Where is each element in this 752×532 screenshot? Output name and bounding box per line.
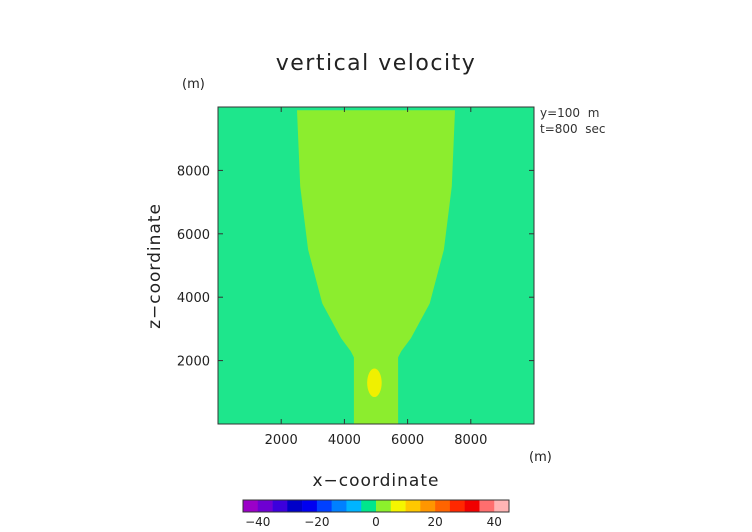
x-axis-ticks: 2000 4000 6000 8000 <box>265 107 487 448</box>
colorbar-bin <box>316 500 332 512</box>
colorbar-bin <box>376 500 392 512</box>
annotation-y-position: y=100 m <box>540 106 599 120</box>
x-unit-label: (m) <box>529 450 552 465</box>
colorbar-bin <box>272 500 288 512</box>
y-tick-label: 6000 <box>177 228 210 243</box>
colorbar-bin <box>435 500 451 512</box>
colorbar-bin <box>243 500 259 512</box>
colorbar-tick-label: 20 <box>427 515 442 529</box>
y-unit-label: (m) <box>182 77 205 92</box>
x-tick-label: 2000 <box>265 433 298 448</box>
colorbar-bin <box>494 500 510 512</box>
chart-title: vertical velocity <box>276 51 477 76</box>
x-tick-label: 6000 <box>391 433 424 448</box>
colorbar-bin <box>405 500 421 512</box>
colorbar-bin <box>257 500 273 512</box>
colorbar-bin <box>449 500 465 512</box>
colorbar-tick-label: −20 <box>304 515 329 529</box>
y-tick-label: 4000 <box>177 291 210 306</box>
colorbar-bin <box>302 500 318 512</box>
colorbar-bin <box>287 500 303 512</box>
plot-frame <box>217 106 535 425</box>
annotation-time: t=800 sec <box>540 122 606 136</box>
colorbar-bin <box>464 500 480 512</box>
colorbar-bin <box>390 500 406 512</box>
colorbar-frame <box>242 499 510 513</box>
y-axis-ticks: 2000 4000 6000 8000 <box>177 164 534 370</box>
colorbar-tick-label: 40 <box>487 515 502 529</box>
plot-area <box>217 106 535 425</box>
colorbar-tick-label: 0 <box>372 515 380 529</box>
colorbar-bin <box>361 500 377 512</box>
core-region <box>367 368 382 398</box>
colorbar-tick-label: −40 <box>245 515 270 529</box>
y-axis-label: z−coordinate <box>145 203 165 329</box>
colorbar-bin <box>346 500 362 512</box>
colorbar-bin <box>331 500 347 512</box>
colorbar-bin <box>420 500 436 512</box>
plume-region <box>297 110 455 424</box>
colorbar <box>242 499 510 513</box>
colorbar-bin <box>479 500 495 512</box>
x-tick-label: 4000 <box>328 433 361 448</box>
y-tick-label: 8000 <box>177 164 210 179</box>
x-axis-label: x−coordinate <box>313 471 440 491</box>
y-tick-label: 2000 <box>177 355 210 370</box>
colorbar-ticks: −40 −20 0 20 40 <box>245 515 502 529</box>
x-tick-label: 8000 <box>454 433 487 448</box>
